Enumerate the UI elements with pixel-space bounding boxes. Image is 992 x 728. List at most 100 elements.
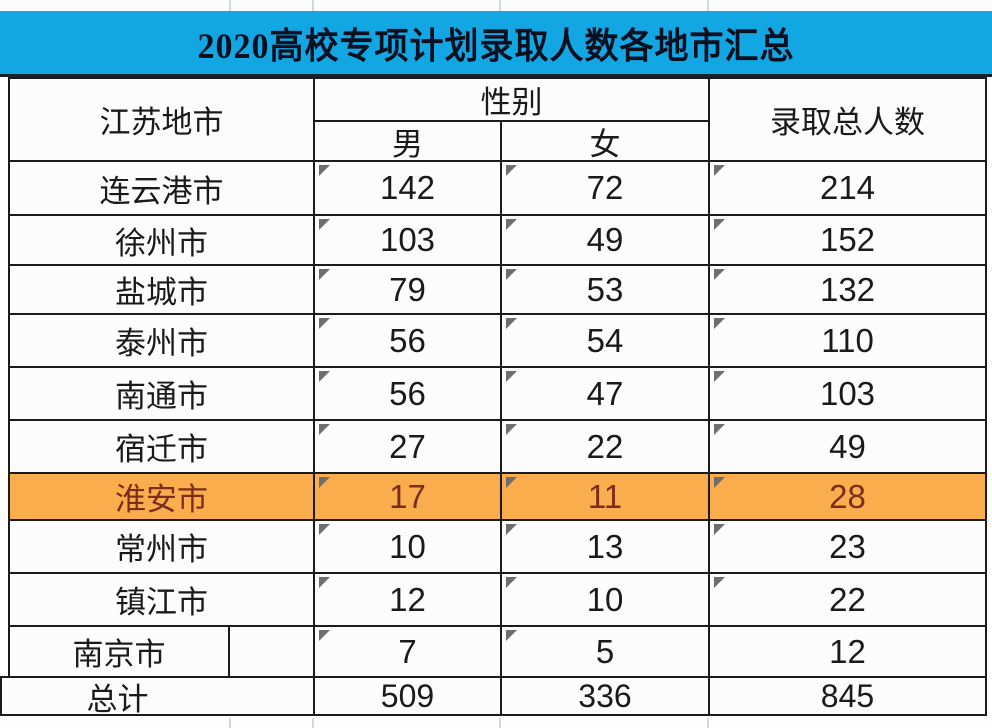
city-cell[interactable]: 淮安市 — [10, 474, 315, 521]
comment-flag-icon — [714, 371, 725, 382]
comment-flag-icon — [319, 630, 330, 641]
sheet-bottom-strip — [0, 718, 992, 728]
city-cell[interactable]: 泰州市 — [10, 315, 315, 368]
gridline — [707, 718, 709, 728]
cell-text: 132 — [819, 270, 876, 308]
header-cell-male[interactable]: 男 — [315, 122, 502, 162]
cell-text: 53 — [586, 270, 624, 308]
comment-flag-icon — [714, 219, 725, 230]
comment-flag-icon — [506, 318, 517, 329]
male-count-cell[interactable]: 103 — [315, 216, 502, 266]
city-cell[interactable]: 徐州市 — [10, 216, 315, 266]
total-count-cell[interactable]: 152 — [710, 216, 987, 266]
header-text: 女 — [589, 126, 621, 162]
comment-flag-icon — [506, 577, 517, 588]
female-count-cell[interactable]: 22 — [502, 421, 710, 474]
comment-flag-icon — [506, 424, 517, 435]
cell-text: 214 — [819, 169, 876, 206]
comment-flag-icon — [319, 424, 330, 435]
cell-text: 10 — [389, 527, 426, 565]
city-cell[interactable]: 南京市 — [10, 627, 315, 678]
female-count-cell[interactable]: 5 — [502, 627, 710, 678]
female-count-cell[interactable]: 13 — [502, 521, 710, 574]
comment-flag-icon — [319, 165, 330, 176]
comment-flag-icon — [506, 269, 517, 280]
cell-text: 南通市 — [115, 379, 208, 414]
comment-flag-icon — [506, 630, 517, 641]
cell-text: 110 — [821, 321, 874, 359]
female-count-cell[interactable]: 11 — [502, 474, 710, 521]
cell-text: 56 — [389, 321, 426, 359]
cell-text: 盐城市 — [115, 275, 208, 310]
male-count-cell[interactable]: 12 — [315, 574, 502, 627]
cell-text: 142 — [379, 169, 436, 206]
header-cell-gender[interactable]: 性别 — [315, 79, 710, 122]
male-count-cell[interactable]: 56 — [315, 368, 502, 421]
cell-text: 连云港市 — [99, 173, 224, 209]
comment-flag-icon — [506, 371, 517, 382]
comment-flag-icon — [319, 269, 330, 280]
total-row-label-cell[interactable]: 总计 — [10, 678, 315, 717]
cell-text: 13 — [586, 527, 624, 565]
cell-text: 23 — [829, 527, 866, 565]
city-cell[interactable]: 连云港市 — [10, 162, 315, 216]
city-cell[interactable]: 南通市 — [10, 368, 315, 421]
total-female-count-cell[interactable]: 336 — [502, 678, 710, 716]
cell-text: 17 — [389, 477, 426, 515]
total-male-count-cell[interactable]: 509 — [315, 678, 502, 716]
city-cell[interactable]: 常州市 — [10, 521, 315, 574]
header-cell-region[interactable]: 江苏地市 — [10, 79, 315, 162]
comment-flag-icon — [714, 424, 725, 435]
female-count-cell[interactable]: 72 — [502, 162, 710, 216]
gridline — [499, 0, 501, 11]
comment-flag-icon — [714, 165, 725, 176]
header-cell-female[interactable]: 女 — [502, 122, 710, 162]
header-text: 性别 — [480, 85, 543, 120]
total-count-cell[interactable]: 23 — [710, 521, 987, 574]
female-count-cell[interactable]: 54 — [502, 315, 710, 368]
male-count-cell[interactable]: 79 — [315, 266, 502, 315]
comment-flag-icon — [319, 477, 330, 488]
comment-flag-icon — [319, 577, 330, 588]
cell-text: 7 — [398, 632, 417, 670]
cell-text: 47 — [586, 374, 624, 412]
male-count-cell[interactable]: 10 — [315, 521, 502, 574]
total-count-cell[interactable]: 132 — [710, 266, 987, 315]
gridline — [499, 718, 501, 728]
comment-flag-icon — [506, 477, 517, 488]
header-cell-total[interactable]: 录取总人数 — [710, 79, 987, 162]
total-count-cell[interactable]: 214 — [710, 162, 987, 216]
city-cell[interactable]: 盐城市 — [10, 266, 315, 315]
total-count-cell[interactable]: 22 — [710, 574, 987, 627]
male-count-cell[interactable]: 27 — [315, 421, 502, 474]
header-text: 男 — [392, 126, 423, 162]
male-count-cell[interactable]: 56 — [315, 315, 502, 368]
total-count-cell[interactable]: 103 — [710, 368, 987, 421]
male-count-cell[interactable]: 142 — [315, 162, 502, 216]
empty-subcell[interactable] — [230, 627, 313, 676]
female-count-cell[interactable]: 53 — [502, 266, 710, 315]
cell-text: 徐州市 — [115, 225, 208, 261]
female-count-cell[interactable]: 49 — [502, 216, 710, 266]
gridline — [229, 718, 231, 728]
cell-text: 常州市 — [115, 532, 208, 567]
male-count-cell[interactable]: 17 — [315, 474, 502, 521]
female-count-cell[interactable]: 10 — [502, 574, 710, 627]
city-subcell[interactable]: 南京市 — [10, 627, 230, 676]
city-cell[interactable]: 宿迁市 — [10, 421, 315, 474]
total-total-count-cell[interactable]: 845 — [710, 678, 987, 716]
total-count-cell[interactable]: 110 — [710, 315, 987, 368]
total-count-cell[interactable]: 28 — [710, 474, 987, 521]
cell-text: 79 — [389, 270, 426, 308]
cell-text: 宿迁市 — [115, 432, 208, 467]
male-count-cell[interactable]: 7 — [315, 627, 502, 678]
gridline — [229, 0, 231, 11]
total-count-cell[interactable]: 49 — [710, 421, 987, 474]
comment-flag-icon — [714, 269, 725, 280]
total-count-cell[interactable]: 12 — [710, 627, 987, 678]
cell-text: 103 — [379, 221, 436, 258]
city-cell[interactable]: 镇江市 — [10, 574, 315, 627]
cell-text: 72 — [586, 169, 624, 206]
cell-text: 镇江市 — [115, 585, 208, 620]
female-count-cell[interactable]: 47 — [502, 368, 710, 421]
